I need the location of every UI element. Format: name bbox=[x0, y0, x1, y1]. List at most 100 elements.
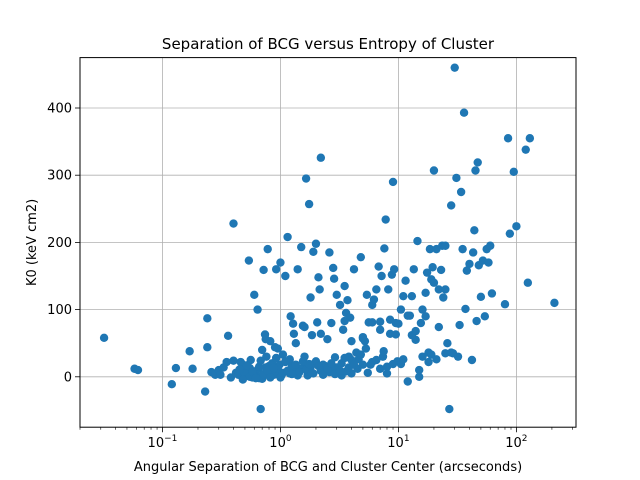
data-point bbox=[455, 320, 464, 330]
data-point bbox=[480, 312, 490, 321]
data-point bbox=[358, 360, 368, 369]
data-point bbox=[525, 134, 535, 143]
y-tick-label: 200 bbox=[47, 236, 72, 251]
data-point bbox=[304, 359, 314, 369]
data-point bbox=[250, 290, 259, 300]
data-point bbox=[223, 331, 233, 341]
data-point bbox=[377, 271, 386, 281]
data-point bbox=[467, 355, 477, 365]
data-point bbox=[330, 353, 340, 362]
data-point bbox=[318, 370, 328, 379]
data-point bbox=[453, 352, 463, 361]
data-point bbox=[446, 348, 456, 357]
data-point bbox=[329, 274, 339, 283]
data-point bbox=[407, 291, 417, 301]
x-axis-ticks: 10−1 100 101 102 bbox=[79, 427, 573, 451]
data-point bbox=[167, 379, 177, 389]
data-point bbox=[289, 329, 299, 338]
x-tick-base: 10 bbox=[269, 436, 286, 451]
x-tick-label: 101 bbox=[387, 434, 409, 451]
x-tick-base: 10 bbox=[505, 436, 522, 451]
data-point bbox=[436, 265, 446, 275]
data-point bbox=[396, 305, 406, 314]
data-point bbox=[301, 174, 311, 183]
x-tick-base: 10 bbox=[387, 436, 404, 451]
data-point bbox=[253, 305, 262, 314]
data-point bbox=[323, 334, 332, 344]
data-point bbox=[306, 293, 315, 302]
data-point bbox=[229, 219, 238, 228]
data-point bbox=[461, 304, 470, 314]
data-point bbox=[375, 364, 385, 373]
data-point bbox=[242, 361, 252, 370]
data-point bbox=[472, 316, 481, 326]
data-point bbox=[441, 241, 450, 250]
data-point bbox=[340, 281, 349, 291]
data-point bbox=[356, 350, 366, 359]
data-point bbox=[456, 187, 466, 197]
data-point bbox=[335, 366, 345, 375]
x-tick-exponent: 0 bbox=[286, 434, 292, 444]
data-point bbox=[421, 312, 430, 321]
data-point bbox=[244, 256, 254, 265]
data-point bbox=[356, 252, 366, 262]
data-point bbox=[291, 360, 301, 369]
data-point bbox=[358, 332, 368, 342]
data-point bbox=[468, 248, 478, 257]
data-point bbox=[361, 344, 371, 353]
data-point bbox=[399, 291, 408, 301]
y-tick-label: 400 bbox=[47, 102, 72, 117]
data-point bbox=[450, 63, 459, 72]
data-point bbox=[349, 265, 359, 274]
data-point bbox=[389, 265, 399, 274]
data-point bbox=[403, 377, 412, 386]
data-point bbox=[411, 326, 420, 336]
data-point bbox=[283, 232, 292, 242]
chart-title: Separation of BCG versus Entropy of Clus… bbox=[162, 35, 495, 53]
data-point bbox=[133, 365, 143, 375]
data-point bbox=[441, 285, 450, 294]
data-point bbox=[439, 293, 448, 302]
x-tick-label: 102 bbox=[505, 434, 527, 451]
data-point bbox=[550, 298, 559, 308]
data-point bbox=[424, 357, 433, 367]
y-axis-ticks: 0 100 200 300 400 bbox=[47, 102, 80, 385]
data-point bbox=[505, 229, 515, 238]
data-point bbox=[372, 355, 381, 365]
data-point bbox=[291, 339, 301, 348]
data-point bbox=[340, 316, 349, 326]
x-tick-label: 100 bbox=[269, 434, 292, 451]
data-point bbox=[429, 278, 439, 287]
data-point bbox=[465, 259, 474, 269]
data-point bbox=[428, 263, 437, 272]
data-point bbox=[415, 372, 424, 381]
data-point bbox=[325, 248, 334, 257]
data-point bbox=[235, 365, 244, 374]
data-point bbox=[503, 134, 513, 143]
data-point bbox=[372, 285, 381, 294]
data-point bbox=[416, 318, 426, 328]
x-tick-exponent: −1 bbox=[164, 434, 177, 444]
data-point bbox=[446, 201, 456, 210]
data-point bbox=[368, 318, 377, 327]
data-point bbox=[380, 244, 389, 253]
data-point bbox=[269, 363, 279, 373]
data-point bbox=[349, 360, 359, 369]
data-point bbox=[434, 285, 444, 294]
data-point bbox=[363, 368, 372, 377]
data-point bbox=[222, 357, 231, 367]
data-point bbox=[432, 355, 441, 364]
data-point bbox=[300, 322, 309, 332]
data-point bbox=[413, 236, 422, 246]
data-point bbox=[381, 215, 390, 224]
data-point bbox=[391, 330, 400, 339]
data-point bbox=[261, 334, 270, 344]
data-point bbox=[473, 158, 482, 167]
y-tick-label: 100 bbox=[47, 303, 72, 318]
data-point bbox=[297, 242, 306, 252]
data-point bbox=[257, 345, 267, 355]
data-point bbox=[203, 343, 212, 352]
data-point bbox=[422, 268, 432, 277]
data-point bbox=[307, 368, 317, 377]
